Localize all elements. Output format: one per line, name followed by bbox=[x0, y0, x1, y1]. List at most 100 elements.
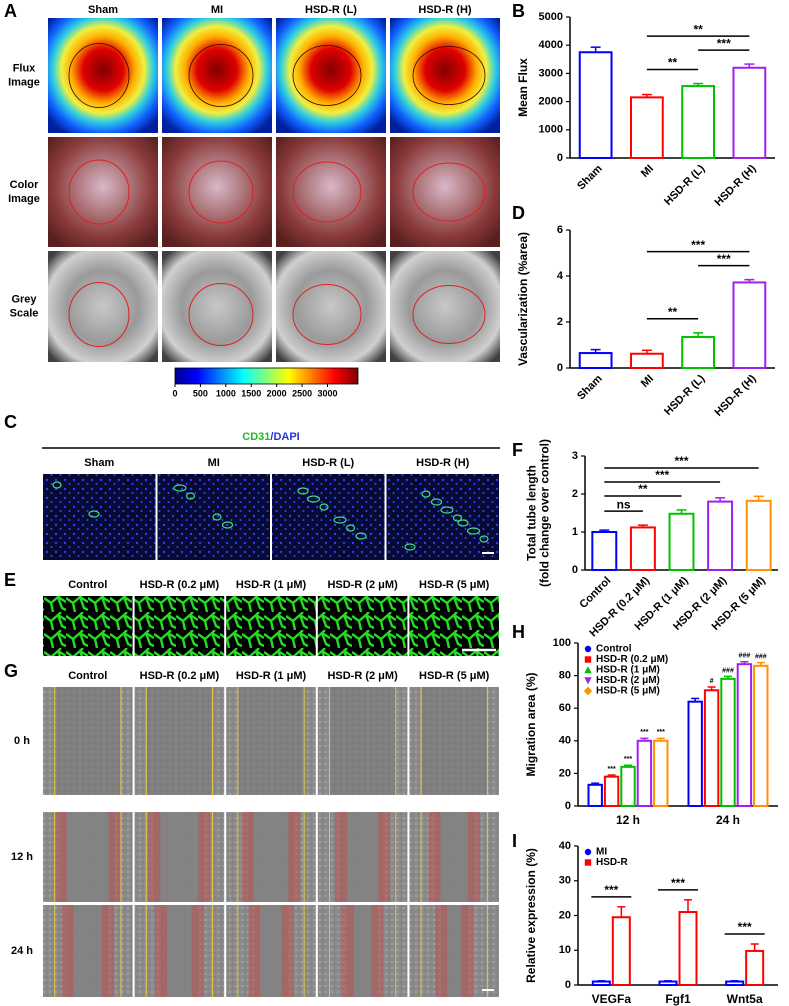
stain-cd31: CD31 bbox=[242, 431, 270, 443]
bar bbox=[578, 51, 613, 159]
bar bbox=[681, 335, 716, 370]
y-tick-label: 3000 bbox=[539, 67, 563, 79]
y-tick-label: 0 bbox=[572, 564, 578, 576]
bar bbox=[629, 526, 656, 572]
row-label: Image bbox=[8, 76, 40, 88]
bar bbox=[703, 689, 720, 808]
bar bbox=[678, 911, 698, 987]
colorbar-tick-label: 0 bbox=[172, 388, 177, 398]
colorbar-tick-label: 500 bbox=[193, 388, 208, 398]
y-tick-label: 60 bbox=[559, 702, 571, 714]
y-axis-label: Total tube length bbox=[525, 465, 539, 561]
y-tick-label: 0 bbox=[557, 152, 563, 164]
column-label: Sham bbox=[84, 457, 114, 469]
image bbox=[390, 18, 500, 133]
bar bbox=[620, 765, 636, 808]
migration-front bbox=[467, 812, 480, 902]
y-tick-label: 5000 bbox=[539, 11, 563, 23]
significance-label: ** bbox=[638, 482, 648, 496]
y-tick-label: 0 bbox=[565, 800, 571, 812]
legend-marker bbox=[584, 859, 592, 866]
panel-letter: G bbox=[4, 661, 18, 681]
migration-front bbox=[435, 905, 448, 997]
image bbox=[276, 18, 386, 133]
panel-letter: F bbox=[512, 440, 523, 460]
legend-marker bbox=[584, 656, 592, 663]
bar bbox=[629, 352, 664, 369]
row-label: 24 h bbox=[11, 945, 33, 957]
row-label: Grey bbox=[11, 293, 37, 305]
migration-front bbox=[101, 905, 114, 997]
y-axis-label: Relative expression (%) bbox=[524, 848, 538, 983]
significance-label: *** bbox=[691, 238, 705, 252]
colorbar bbox=[174, 367, 359, 385]
y-tick-label: 80 bbox=[559, 670, 571, 682]
column-label: HSD-R (1 μM) bbox=[236, 670, 307, 682]
significance-label: *** bbox=[671, 876, 685, 890]
y-tick-label: 0 bbox=[565, 979, 571, 991]
significance-label: *** bbox=[608, 766, 616, 773]
significance-label: *** bbox=[604, 883, 618, 897]
x-tick-label: HSD-R (L) bbox=[662, 372, 707, 417]
bar bbox=[732, 66, 767, 159]
stain-dapi: /DAPI bbox=[270, 431, 299, 443]
migration-front bbox=[378, 812, 391, 902]
legend-label: HSD-R (2 μM) bbox=[596, 675, 660, 686]
row-label: 12 h bbox=[11, 851, 33, 863]
migration-front bbox=[108, 812, 121, 902]
bar bbox=[629, 96, 664, 160]
vessel bbox=[185, 492, 196, 500]
x-tick-label: Sham bbox=[575, 373, 605, 403]
migration-front bbox=[288, 812, 301, 902]
migration-front bbox=[61, 905, 74, 997]
column-label: Control bbox=[68, 670, 107, 682]
scratch-gap bbox=[441, 905, 468, 997]
column-label: MI bbox=[208, 457, 220, 469]
y-tick-label: 1 bbox=[572, 526, 578, 538]
x-tick-label: MI bbox=[639, 373, 656, 390]
legend-label: MI bbox=[596, 847, 607, 858]
legend-marker bbox=[584, 666, 592, 674]
y-tick-label: 30 bbox=[559, 875, 571, 887]
significance-label: *** bbox=[674, 454, 688, 468]
panel-letter: I bbox=[512, 831, 517, 851]
x-tick-label: MI bbox=[639, 163, 656, 180]
y-axis-label: Migration area (%) bbox=[524, 672, 538, 776]
image bbox=[272, 474, 385, 560]
vessel bbox=[212, 513, 222, 521]
column-label: Sham bbox=[88, 4, 118, 16]
migration-front bbox=[371, 905, 384, 997]
significance-label: # bbox=[710, 678, 714, 685]
bar bbox=[603, 775, 620, 807]
vessel bbox=[479, 535, 489, 543]
x-tick-label: HSD-R (H) bbox=[712, 162, 758, 208]
row-label: Image bbox=[8, 193, 40, 205]
image bbox=[162, 251, 272, 362]
infarct-outline bbox=[68, 282, 130, 347]
migration-front bbox=[198, 812, 211, 902]
infarct-outline bbox=[188, 160, 254, 224]
vessel bbox=[333, 516, 347, 524]
vessel bbox=[88, 510, 100, 518]
x-tick-label: HSD-R (H) bbox=[712, 372, 758, 418]
scratch-gap bbox=[238, 687, 304, 795]
column-label: HSD-R (2 μM) bbox=[327, 579, 398, 591]
bar bbox=[636, 739, 653, 807]
image bbox=[134, 596, 225, 656]
y-tick-label: 40 bbox=[559, 840, 571, 852]
significance-label: *** bbox=[640, 729, 648, 736]
panel-letter: E bbox=[4, 570, 16, 590]
migration-front bbox=[241, 812, 254, 902]
infarct-outline bbox=[68, 159, 130, 225]
y-tick-label: 10 bbox=[559, 944, 571, 956]
image bbox=[43, 474, 156, 560]
significance-label: *** bbox=[624, 756, 632, 763]
legend-label: HSD-R (0.2 μM) bbox=[596, 654, 668, 665]
y-tick-label: 1000 bbox=[539, 124, 563, 136]
migration-front bbox=[54, 812, 67, 902]
column-label: HSD-R (0.2 μM) bbox=[140, 670, 220, 682]
x-tick-label: Sham bbox=[575, 163, 605, 193]
bar bbox=[745, 949, 765, 987]
scratch-gap bbox=[60, 812, 115, 902]
